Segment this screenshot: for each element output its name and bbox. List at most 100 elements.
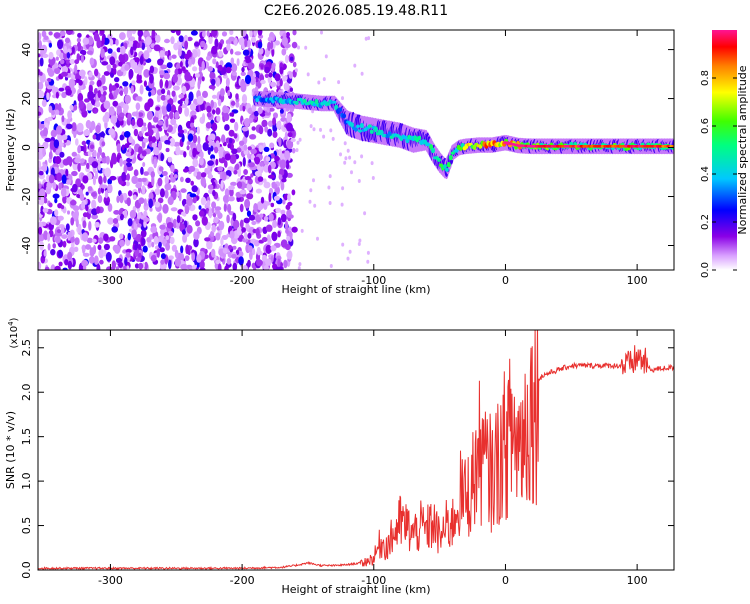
spectrogram-cell — [297, 266, 301, 270]
spectrogram-cell — [65, 168, 69, 177]
spectrogram-cell — [71, 46, 75, 53]
spectrogram-cell — [99, 30, 105, 35]
spectrogram-cell — [187, 249, 191, 256]
spectrogram-cell — [143, 50, 150, 60]
spectrogram-cell — [289, 56, 294, 61]
spectrogram-cell — [38, 183, 42, 189]
spectrogram-cell — [162, 100, 168, 106]
spectrogram-cell — [233, 133, 238, 139]
spectrogram-cell — [271, 231, 278, 242]
spectrogram-cell — [192, 196, 197, 204]
spectrogram-cell — [137, 30, 144, 38]
spectrogram-cell — [225, 66, 232, 74]
spectrogram-cell — [294, 68, 298, 73]
spectrogram-cell — [231, 253, 237, 259]
spectrogram-cell — [229, 188, 234, 197]
spectrogram-cell — [116, 143, 121, 154]
spectrogram-cell — [46, 85, 53, 90]
spectrogram-cell — [86, 50, 93, 55]
spectrogram-cell — [135, 102, 141, 111]
spectrogram-cell — [61, 174, 67, 184]
spectrogram-cell — [196, 254, 202, 263]
spectrogram-cell — [328, 174, 332, 179]
spectrogram-cell — [99, 259, 104, 265]
spectrogram-cell — [291, 189, 296, 196]
spectrogram-cell — [89, 247, 95, 257]
spectrogram-cell — [83, 129, 91, 136]
spectrogram-cell — [170, 172, 174, 182]
spectrogram-cell — [189, 103, 197, 111]
spectrogram-cell — [106, 266, 113, 270]
spectrogram-cell — [74, 59, 80, 65]
spectrogram-cell — [272, 220, 278, 228]
y-tick-label: 0.5 — [20, 517, 33, 535]
spectrogram-cell — [40, 195, 45, 206]
spectrogram-cell — [54, 67, 61, 75]
spectrogram-cell — [213, 217, 219, 224]
spectrogram-cell — [135, 218, 140, 225]
spectrogram-cell — [258, 125, 264, 135]
spectrogram-cell — [214, 38, 219, 48]
spectrogram-cell — [104, 200, 110, 206]
spectrogram-cell — [241, 94, 248, 104]
spectrogram-cell — [211, 122, 218, 132]
spectrogram-cell — [364, 36, 368, 41]
spectrogram-cell — [215, 158, 219, 166]
x-tick-label: -300 — [98, 274, 123, 287]
spectrogram-cell — [229, 230, 235, 239]
spectrogram-cell — [57, 215, 64, 221]
spectrogram-cell — [317, 80, 321, 85]
spectrogram-cell — [129, 36, 133, 42]
spectrogram-cell — [97, 90, 102, 99]
spectrogram-cell — [40, 205, 44, 215]
spectrogram-cell — [342, 113, 347, 119]
spectrogram-cell — [76, 122, 84, 133]
spectrogram-cell — [56, 229, 62, 234]
spectrogram-cell — [38, 53, 41, 58]
spectrogram-cell — [65, 30, 73, 35]
spectrogram-cell — [112, 100, 118, 107]
spectrogram-cell — [322, 77, 326, 82]
x-tick-label: -100 — [361, 274, 386, 287]
spectrogram-cell — [180, 264, 188, 270]
spectrogram-cell — [275, 266, 283, 270]
spectrogram-cell — [267, 164, 272, 174]
spectrogram-cell — [228, 137, 233, 144]
spectrogram-cell — [109, 56, 116, 66]
spectrogram-cell — [139, 55, 144, 65]
spectrogram-cell — [217, 166, 224, 172]
spectrogram-cell — [202, 90, 208, 98]
spectrogram-cell — [158, 241, 162, 249]
spectrogram-cell — [123, 209, 128, 219]
spectrogram-cell — [128, 68, 134, 79]
spectrogram-cell — [226, 43, 231, 52]
spectrogram-cell — [239, 189, 247, 195]
spectrogram-cell — [82, 212, 89, 218]
spectrogram-cell — [205, 122, 212, 129]
spectrogram-cell — [204, 237, 211, 242]
spectrogram-cell — [286, 113, 292, 123]
spectrogram-cell — [38, 90, 44, 99]
spectrogram-cell — [286, 250, 293, 260]
spectrogram-cell — [57, 39, 64, 50]
spectrogram-cell — [109, 175, 117, 181]
spectrogram-cell — [354, 127, 358, 132]
spectrogram-cell — [136, 117, 144, 128]
spectrogram-cell — [225, 77, 230, 87]
spectrogram-cell — [350, 170, 353, 175]
spectrogram-cell — [54, 109, 60, 115]
spectrogram-cell — [97, 187, 101, 195]
spectrogram-cell — [131, 175, 139, 185]
colorbar-ticks: 0.0 0.2 0.4 0.6 0.8 — [700, 70, 737, 278]
spectrogram-cell — [298, 137, 302, 142]
spectrogram-cell — [85, 205, 89, 212]
spectrogram-cell — [172, 85, 180, 91]
spectrogram-cell — [172, 73, 179, 83]
x-tick-label: -100 — [361, 574, 386, 587]
spectrogram-cell — [127, 112, 132, 122]
spectrogram-cell — [215, 259, 221, 265]
spectrogram-cell — [190, 30, 198, 36]
spectrogram-cell — [229, 30, 234, 36]
spectrogram-cell — [181, 85, 187, 95]
